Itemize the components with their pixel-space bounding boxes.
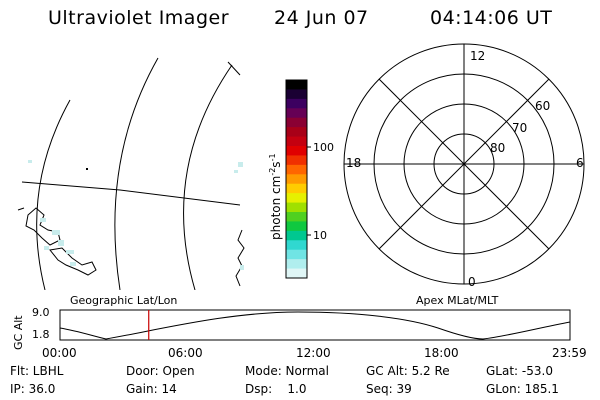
instrument-title: Ultraviolet Imager — [48, 7, 230, 29]
polar-label-left: 18 — [346, 156, 361, 170]
map-tick-mark — [227, 61, 241, 76]
orbit-y-tick-low: 1.8 — [32, 328, 50, 341]
geographic-map — [17, 57, 245, 290]
info-glat: GLat: -53.0 — [486, 364, 553, 378]
info-filter: Flt: LBHL — [10, 364, 64, 378]
aurora-speckles — [28, 160, 244, 270]
colorbar-cell — [286, 98, 307, 109]
colorbar-cell — [286, 249, 307, 260]
map-coastline-east — [235, 229, 245, 287]
colorbar-cell — [286, 146, 307, 156]
orbit-x-tick-3: 18:00 — [424, 346, 459, 360]
info-gc-alt: GC Alt: 5.2 Re — [366, 364, 450, 378]
colorbar-cell — [286, 174, 307, 185]
colorbar-cell — [286, 136, 307, 147]
colorbar-label-100: 100 — [313, 141, 334, 154]
polar-label-bottom: 0 — [468, 275, 476, 289]
polar-label-lat-60: 60 — [535, 99, 550, 113]
polar-line-diag-2 — [378, 78, 550, 250]
date-label: 24 Jun 07 — [274, 7, 369, 29]
colorbar-cell — [286, 108, 307, 119]
colorbar-cell — [286, 240, 307, 251]
colorbar-unit-label: photon cm-2s-1 — [268, 153, 283, 240]
colorbar-cell — [286, 127, 307, 138]
polar-label-top: 12 — [470, 49, 485, 63]
colorbar-frame — [285, 79, 308, 279]
colorbar-cell — [286, 230, 307, 241]
colorbar-cell — [286, 193, 307, 204]
orbit-altitude-curve — [59, 311, 571, 340]
info-mode: Mode: Normal — [245, 364, 329, 378]
orbit-left-label: Geographic Lat/Lon — [70, 294, 178, 307]
colorbar-cell — [286, 212, 307, 222]
colorbar-label-10: 10 — [313, 229, 327, 242]
colorbar-cell — [286, 164, 307, 175]
colorbar-cell — [286, 259, 307, 270]
info-door: Door: Open — [126, 364, 195, 378]
polar-label-lat-80: 80 — [490, 141, 505, 155]
map-coastline-islet — [17, 207, 25, 211]
polar-label-right: 6 — [576, 156, 584, 170]
orbit-x-tick-1: 06:00 — [168, 346, 203, 360]
orbit-x-tick-2: 12:00 — [296, 346, 331, 360]
orbit-x-tick-0: 00:00 — [42, 346, 77, 360]
map-meridian-3 — [183, 64, 233, 290]
colorbar-cell — [286, 80, 307, 90]
map-coastline-south-island — [25, 207, 61, 246]
map-meridian-1 — [36, 99, 71, 290]
polar-label-lat-70: 70 — [512, 121, 527, 135]
map-dot — [86, 168, 88, 170]
colorbar-cell — [286, 183, 307, 194]
orbit-y-axis-label: GC Alt — [12, 315, 25, 350]
colorbar-cell — [286, 89, 307, 100]
map-parallel — [21, 181, 241, 206]
colorbar-cell — [286, 268, 307, 279]
orbit-plot-frame — [59, 309, 571, 341]
colorbar-cell — [286, 155, 307, 166]
colorbar-cell — [286, 117, 307, 128]
info-seq: Seq: 39 — [366, 382, 412, 396]
orbit-plot — [59, 309, 571, 341]
orbit-y-tick-high: 9.0 — [32, 306, 50, 319]
map-coastline-north-island — [49, 247, 97, 276]
polar-plot: 12 0 18 6 60 70 80 — [343, 43, 585, 289]
info-ip: IP: 36.0 — [10, 382, 56, 396]
orbit-right-label: Apex MLat/MLT — [416, 294, 499, 307]
info-dsp: Dsp: 1.0 — [245, 382, 307, 396]
time-label: 04:14:06 UT — [430, 7, 553, 29]
info-glon: GLon: 185.1 — [486, 382, 559, 396]
map-meridian-2 — [114, 57, 159, 290]
colorbar-cell — [286, 221, 307, 232]
colorbar — [285, 79, 311, 279]
colorbar-cell — [286, 202, 307, 213]
info-gain: Gain: 14 — [126, 382, 177, 396]
orbit-x-tick-4: 23:59 — [552, 346, 587, 360]
